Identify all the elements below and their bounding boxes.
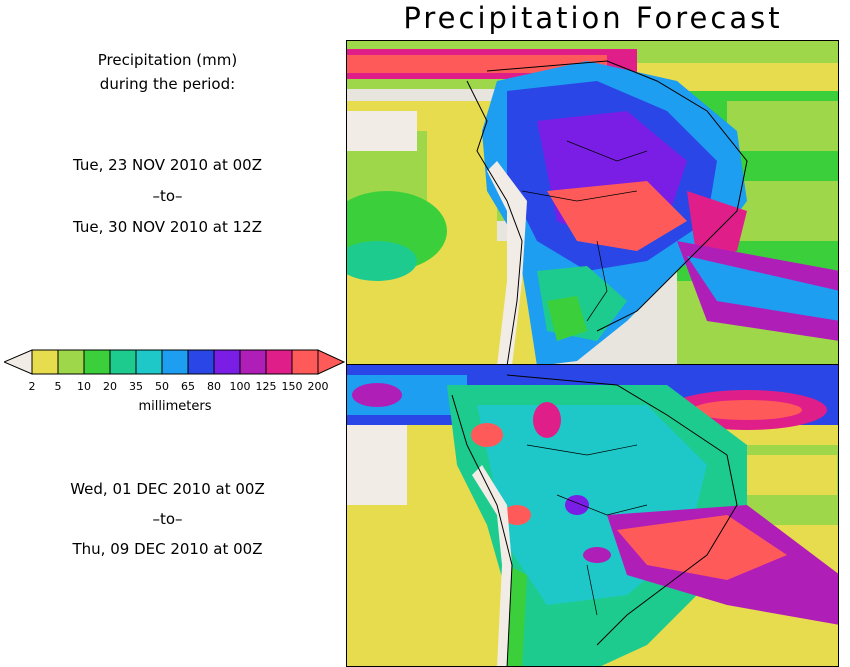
- map-title: Precipitation Forecast: [403, 1, 783, 35]
- legend-header-line-1: Precipitation (mm): [97, 51, 238, 69]
- colorbar-tick-label: 200: [307, 380, 329, 393]
- period-2-text: Wed, 01 DEC 2010 at 00Z –to– Thu, 09 DEC…: [0, 474, 335, 564]
- colorbar-tick-label: 2: [28, 380, 36, 393]
- colorbar-tick-label: 35: [129, 380, 143, 393]
- colorbar-tick-label: 10: [77, 380, 91, 393]
- colorbar-swatch: [83, 349, 111, 375]
- period-2-start: Wed, 01 DEC 2010 at 00Z: [70, 480, 265, 498]
- period-2-separator: –to–: [152, 510, 183, 528]
- colorbar-swatch: [135, 349, 163, 375]
- colorbar-over-arrow: [317, 349, 346, 375]
- period-1-end: Tue, 30 NOV 2010 at 12Z: [73, 218, 262, 236]
- forecast-map-period-1: [346, 40, 839, 365]
- colorbar-tick-label: 125: [255, 380, 277, 393]
- colorbar-graphic: [2, 349, 346, 375]
- colorbar-swatch: [161, 349, 189, 375]
- colorbar-tick-label: 100: [229, 380, 251, 393]
- legend-header-line-2: during the period:: [99, 75, 236, 93]
- colorbar-tick-label: 150: [281, 380, 303, 393]
- colorbar-tick-label: 65: [181, 380, 195, 393]
- colorbar-tick-label: 80: [207, 380, 221, 393]
- colorbar-unit-label: millimeters: [138, 399, 212, 414]
- period-2-end: Thu, 09 DEC 2010 at 00Z: [72, 540, 263, 558]
- colorbar-swatch: [31, 349, 59, 375]
- colorbar: 2 5 10 20 35 50 65 80 100 125 150 200 millimeters: [2, 348, 346, 418]
- colorbar-swatch: [265, 349, 293, 375]
- period-1-start: Tue, 23 NOV 2010 at 00Z: [73, 156, 262, 174]
- forecast-map-period-2: [346, 364, 839, 667]
- colorbar-swatch: [109, 349, 137, 375]
- colorbar-swatch: [239, 349, 267, 375]
- colorbar-tick-label: 20: [103, 380, 117, 393]
- colorbar-swatch: [213, 349, 241, 375]
- period-1-separator: –to–: [152, 187, 183, 205]
- period-1-text: Tue, 23 NOV 2010 at 00Z –to– Tue, 30 NOV…: [0, 150, 335, 243]
- colorbar-under-arrow: [2, 349, 33, 375]
- colorbar-swatch: [57, 349, 85, 375]
- colorbar-swatch: [187, 349, 215, 375]
- colorbar-swatch: [291, 349, 319, 375]
- legend-header: Precipitation (mm) during the period:: [0, 48, 335, 96]
- colorbar-tick-label: 50: [155, 380, 169, 393]
- colorbar-tick-label: 5: [54, 380, 62, 393]
